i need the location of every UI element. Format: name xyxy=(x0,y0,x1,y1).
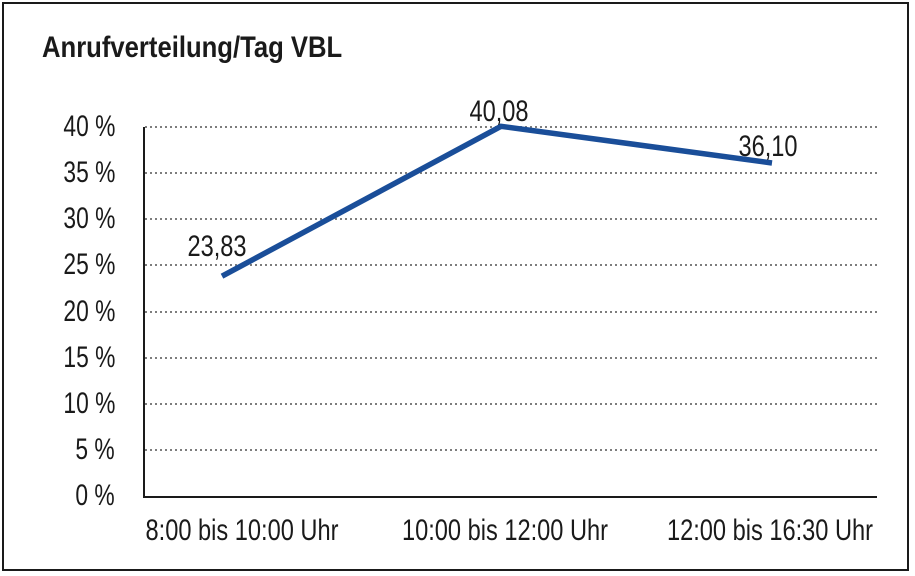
data-line xyxy=(220,123,773,279)
x-tick-label: 8:00 bis 10:00 Uhr xyxy=(145,514,339,547)
plot-area xyxy=(143,123,877,498)
y-tick-label: 40 % xyxy=(63,110,115,143)
y-tick-label: 20 % xyxy=(63,294,115,328)
data-point-label: 23,83 xyxy=(187,230,247,264)
chart-frame: Anrufverteilung/Tag VBL 40 % 35 % 30 % 25 %… xyxy=(2,2,909,571)
line-series-layer xyxy=(220,123,773,279)
y-tick-label: 5 % xyxy=(75,432,115,466)
y-tick-label: 35 % xyxy=(63,156,115,190)
data-point-label: 40,08 xyxy=(469,95,529,129)
gridline xyxy=(145,310,877,313)
gridline xyxy=(145,356,877,359)
gridline xyxy=(145,218,877,221)
y-tick-label: 10 % xyxy=(63,386,115,420)
gridline xyxy=(145,264,877,267)
y-tick-label: 15 % xyxy=(63,340,115,374)
y-tick-label: 30 % xyxy=(63,202,115,236)
gridline xyxy=(145,448,877,451)
y-tick-label: 0 % xyxy=(75,479,115,512)
gridline xyxy=(145,402,877,405)
x-tick-label: 12:00 bis 16:30 Uhr xyxy=(666,514,874,547)
y-tick-label: 25 % xyxy=(63,248,115,282)
chart-title: Anrufverteilung/Tag VBL xyxy=(42,31,343,64)
gridline xyxy=(145,172,877,175)
x-tick-label: 10:00 bis 12:00 Uhr xyxy=(401,514,609,547)
data-point-label: 36,10 xyxy=(738,129,798,163)
